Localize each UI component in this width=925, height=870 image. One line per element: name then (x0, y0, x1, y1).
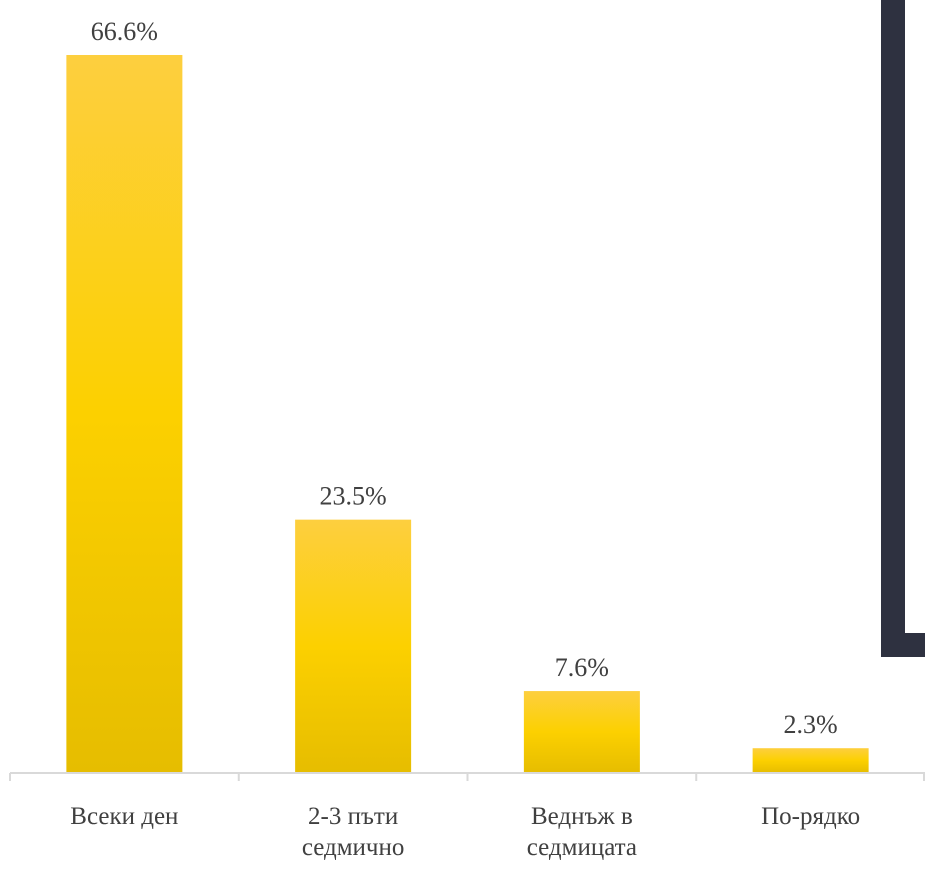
data-label-1: 66.6% (91, 17, 158, 46)
decorative-frame (881, 0, 925, 657)
data-label-3: 7.6% (555, 653, 609, 682)
bar-1 (66, 55, 183, 773)
category-label-4: По-рядко (761, 803, 860, 830)
category-label-3: Веднъж в седмицата (527, 803, 637, 861)
category-label-1: Всеки ден (70, 803, 178, 830)
data-label-2: 23.5% (320, 482, 387, 511)
data-label-4: 2.3% (784, 710, 838, 739)
category-label-2: 2-3 пъти седмично (302, 803, 405, 861)
bar-4 (752, 748, 869, 773)
bar-2 (295, 519, 412, 773)
bar-3 (523, 691, 640, 773)
